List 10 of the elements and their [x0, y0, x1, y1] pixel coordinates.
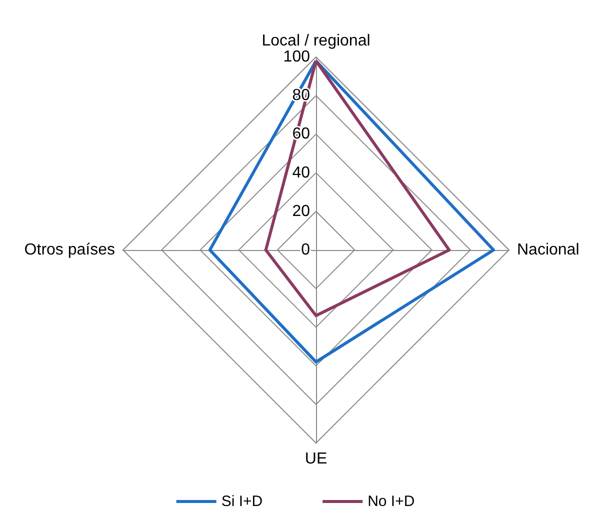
spoke-label: UE: [304, 450, 328, 468]
y-tick-label: 40: [292, 164, 310, 182]
y-tick-label: 0: [301, 242, 310, 258]
legend-label: Si I+D: [221, 493, 263, 510]
y-tick-label: 100: [283, 48, 310, 66]
legend-label: No I+D: [368, 493, 415, 510]
y-tick-label: 20: [292, 202, 310, 220]
spoke-label: Otros países: [24, 242, 115, 258]
spoke-label: Nacional: [517, 242, 580, 258]
spoke-label: Local / regional: [262, 32, 370, 50]
